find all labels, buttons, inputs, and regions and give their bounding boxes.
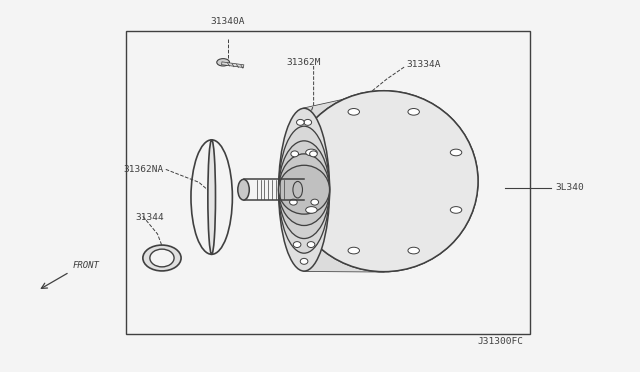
Circle shape [451, 149, 462, 156]
Text: 3L340: 3L340 [556, 183, 584, 192]
Circle shape [306, 149, 317, 156]
Ellipse shape [300, 259, 308, 264]
Circle shape [348, 247, 360, 254]
Text: 31344: 31344 [135, 213, 164, 222]
Ellipse shape [289, 91, 478, 272]
Bar [125, 31, 531, 334]
Ellipse shape [278, 165, 330, 214]
Text: 31334A: 31334A [406, 60, 440, 69]
Text: FRONT: FRONT [72, 261, 99, 270]
Ellipse shape [293, 242, 301, 247]
Text: J31300FC: J31300FC [478, 337, 524, 346]
Ellipse shape [278, 126, 330, 253]
Text: 31362NA: 31362NA [124, 165, 164, 174]
Circle shape [348, 109, 360, 115]
Ellipse shape [208, 140, 216, 254]
Ellipse shape [278, 141, 330, 238]
Ellipse shape [310, 151, 317, 157]
Circle shape [306, 206, 317, 213]
Ellipse shape [238, 179, 249, 200]
Ellipse shape [150, 249, 174, 267]
Ellipse shape [278, 154, 330, 225]
Polygon shape [304, 91, 384, 272]
Ellipse shape [304, 119, 312, 125]
Text: 31340A: 31340A [211, 17, 245, 26]
Ellipse shape [291, 151, 298, 157]
Ellipse shape [307, 242, 315, 247]
Ellipse shape [143, 245, 181, 271]
Circle shape [408, 247, 419, 254]
Circle shape [408, 109, 419, 115]
Ellipse shape [296, 119, 304, 125]
Ellipse shape [293, 182, 303, 198]
Ellipse shape [289, 91, 478, 272]
Ellipse shape [278, 108, 330, 271]
Circle shape [451, 206, 462, 213]
Text: 31362M: 31362M [287, 58, 321, 67]
Ellipse shape [311, 199, 319, 205]
Circle shape [217, 59, 230, 66]
Ellipse shape [289, 199, 297, 205]
